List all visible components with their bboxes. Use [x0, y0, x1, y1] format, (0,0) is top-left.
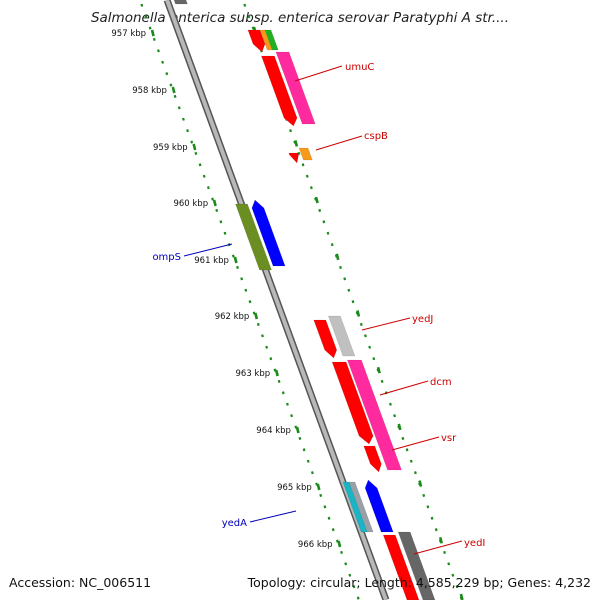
- ruler-label: 964 kbp: [256, 426, 291, 436]
- gene-label-vsr[interactable]: vsr: [441, 433, 457, 444]
- gene-block-blue: [364, 479, 394, 533]
- gene-block-top-grey: [173, 0, 188, 5]
- ruler-tick: [212, 199, 217, 207]
- gene-block-green: [264, 29, 279, 51]
- gene-block-red: [261, 55, 298, 127]
- ruler-label: 961 kbp: [194, 256, 229, 266]
- gene-leader-line: [361, 317, 411, 331]
- ruler-tick: [150, 29, 155, 37]
- gene-block-magenta: [347, 359, 402, 471]
- gene-label-omps[interactable]: ompS: [152, 252, 181, 263]
- ruler-tick: [171, 86, 176, 94]
- ruler-label: 966 kbp: [298, 540, 333, 550]
- gene-block-red: [247, 29, 266, 53]
- gene-leader-line: [183, 243, 233, 257]
- gene-block-darkgrey: [397, 531, 436, 600]
- ruler-label: 962 kbp: [215, 312, 250, 322]
- gene-label-yeda[interactable]: yedA: [222, 518, 247, 529]
- gene-label-cspb[interactable]: cspB: [364, 131, 388, 142]
- gene-leader-line: [391, 436, 440, 451]
- ruler-label: 957 kbp: [111, 29, 146, 39]
- ruler-tick: [438, 536, 443, 544]
- ruler-label: 960 kbp: [173, 199, 208, 209]
- gene-leader-line: [379, 380, 429, 396]
- gene-label-umuc[interactable]: umuC: [345, 62, 374, 73]
- gene-block-orange: [298, 147, 313, 161]
- gene-leader-line: [249, 510, 297, 523]
- genome-summary: Topology: circular; Length: 4,585,229 bp…: [247, 575, 591, 590]
- gene-block-red: [382, 534, 420, 600]
- ruler-tick: [459, 593, 464, 600]
- gene-block-magenta: [275, 51, 316, 125]
- gene-block-grey: [348, 481, 374, 533]
- ruler-tick: [295, 426, 300, 434]
- gene-block-red: [288, 152, 299, 164]
- ruler-tick: [274, 369, 279, 377]
- ruler-tick: [233, 256, 238, 264]
- ruler-tick: [192, 143, 197, 151]
- gene-leader-line: [413, 540, 463, 555]
- ruler-tick: [397, 423, 402, 431]
- ruler-tick: [418, 480, 423, 487]
- ruler-label: 965 kbp: [277, 483, 312, 493]
- ruler-tick: [314, 196, 319, 204]
- gene-block-red: [331, 361, 374, 445]
- ruler-tick: [337, 540, 342, 548]
- ruler-tick: [335, 253, 340, 261]
- gene-leader-line: [315, 135, 363, 151]
- gene-block-olive: [235, 203, 272, 271]
- ruler-track-left: [140, 3, 360, 600]
- ruler-label: 959 kbp: [153, 143, 188, 153]
- gene-label-dcm[interactable]: dcm: [430, 377, 452, 388]
- ruler-label: 958 kbp: [132, 86, 167, 96]
- ruler-tick: [356, 310, 361, 317]
- gene-label-yedi[interactable]: yedI: [464, 538, 485, 549]
- accession-label: Accession: NC_006511: [9, 575, 152, 590]
- ruler-tick: [376, 366, 381, 374]
- map-title: Salmonella enterica subsp. enterica sero…: [90, 10, 510, 26]
- gene-block-red: [313, 319, 338, 359]
- gene-block-grey: [327, 315, 356, 357]
- gene-leader-line: [294, 65, 343, 82]
- ruler-tick: [294, 140, 299, 147]
- ruler-tick: [254, 312, 259, 320]
- gene-block-red: [363, 445, 382, 473]
- ruler-tick: [316, 483, 321, 491]
- gene-block-blue: [251, 199, 286, 267]
- ruler-label: 963 kbp: [236, 369, 271, 379]
- gene-label-yedj[interactable]: yedJ: [412, 314, 433, 325]
